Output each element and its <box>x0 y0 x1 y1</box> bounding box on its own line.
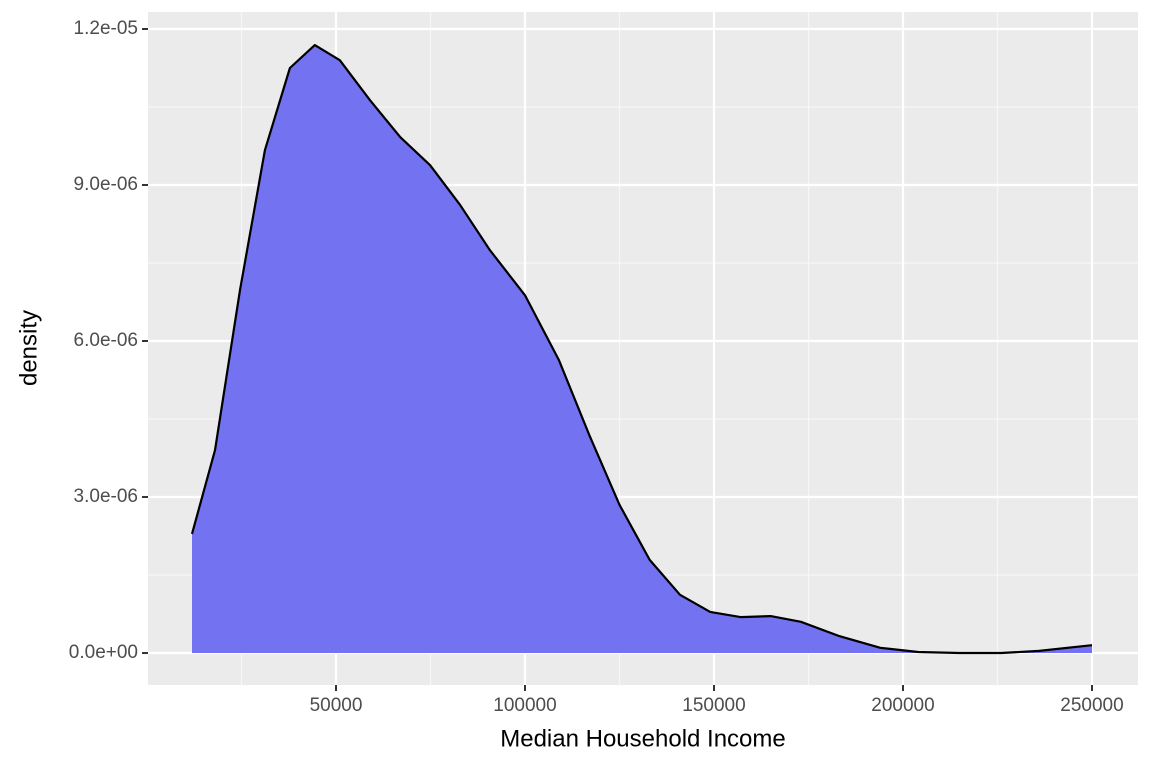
y-tick-label: 9.0e-06 <box>74 174 138 195</box>
y-tick-label: 3.0e-06 <box>74 486 138 507</box>
density-area <box>192 45 1092 654</box>
x-tick-label: 200000 <box>871 695 934 716</box>
y-tick-label: 1.2e-05 <box>74 18 138 39</box>
x-tick-label: 150000 <box>682 695 745 716</box>
y-axis-title: density <box>15 310 42 386</box>
x-tick-label: 50000 <box>310 695 363 716</box>
y-tick-label: 6.0e-06 <box>74 330 138 351</box>
x-tick-label: 250000 <box>1060 695 1123 716</box>
x-tick-label: 100000 <box>493 695 556 716</box>
x-axis-title: Median Household Income <box>500 725 786 752</box>
y-tick-label: 0.0e+00 <box>69 642 138 663</box>
density-line <box>190 44 1093 655</box>
axes: 50000 100000 150000 200000 250000 0.0e+00 3.0e… <box>69 18 1124 716</box>
plot <box>190 44 1093 655</box>
